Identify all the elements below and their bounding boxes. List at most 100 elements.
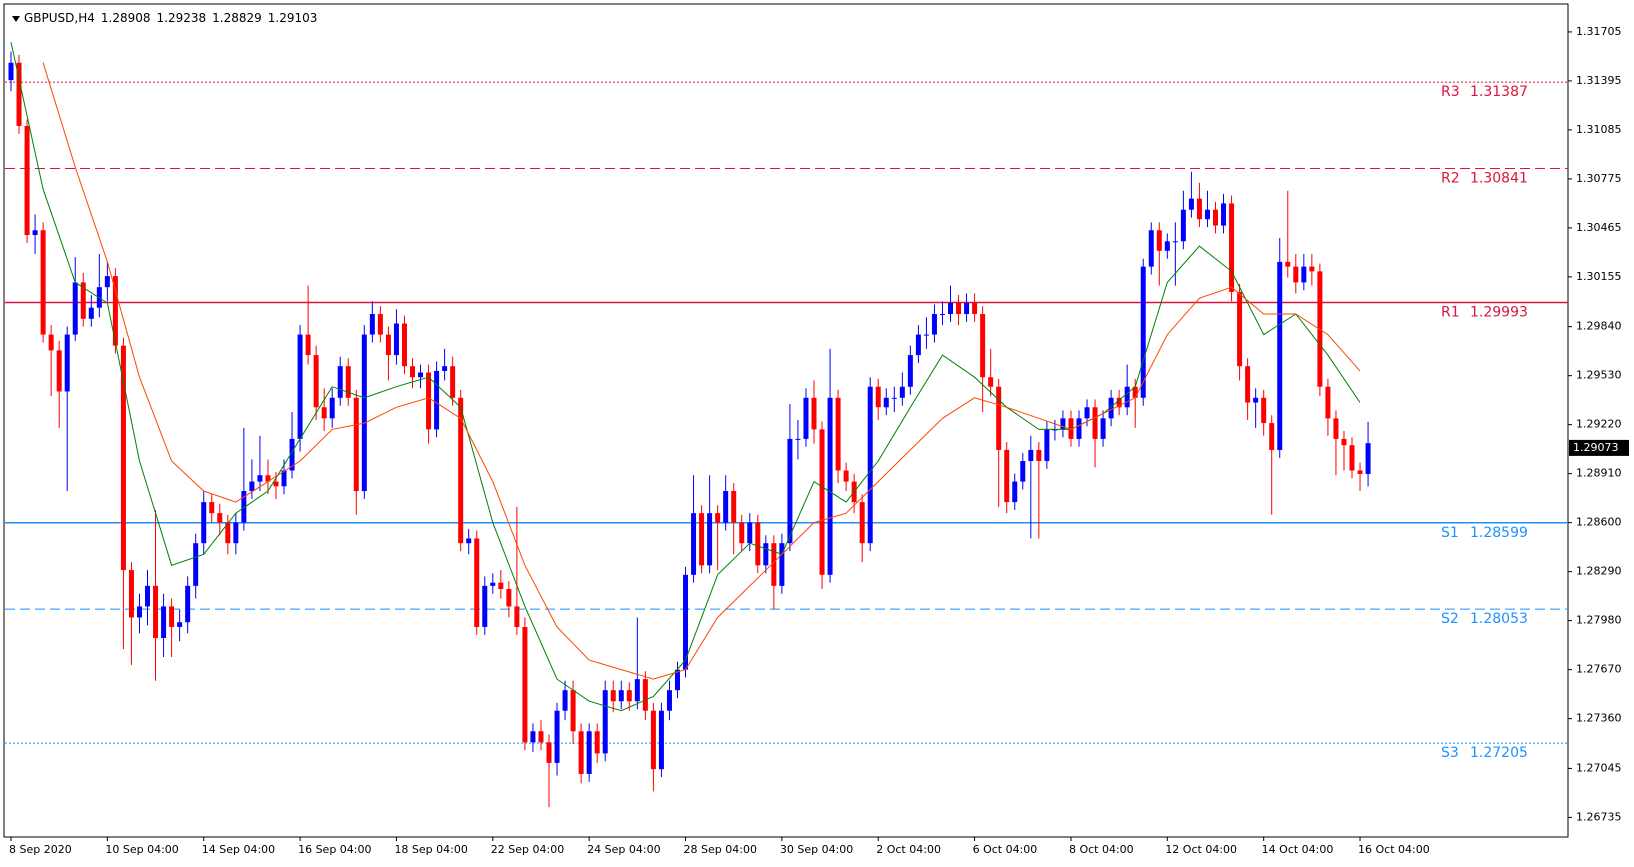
candle-body xyxy=(410,366,415,378)
candle-body xyxy=(835,397,841,471)
y-tick-label: 1.26735 xyxy=(1576,810,1622,823)
candle-body xyxy=(128,570,134,618)
candle-body xyxy=(1076,418,1082,439)
candle-body xyxy=(1293,266,1299,283)
candle-body xyxy=(257,475,263,482)
level-name: R3 xyxy=(1441,84,1460,100)
x-tick-label: 8 Sep 2020 xyxy=(9,843,72,856)
candle-body xyxy=(88,307,94,319)
candle-body xyxy=(1221,203,1227,226)
candle-body xyxy=(217,513,223,523)
candle-body xyxy=(1172,241,1178,243)
candle-body xyxy=(1277,261,1283,450)
candle-body xyxy=(1036,449,1042,462)
candle-body xyxy=(56,350,62,392)
level-name: S2 xyxy=(1441,611,1459,627)
ohlc-open: 1.28908 xyxy=(100,11,151,25)
level-value: 1.29993 xyxy=(1470,304,1528,320)
candle-body xyxy=(891,397,897,399)
candle-body xyxy=(1012,481,1018,503)
candle-body xyxy=(1269,423,1275,450)
candle-body xyxy=(1108,397,1114,419)
y-tick-label: 1.31705 xyxy=(1576,25,1622,38)
level-value: 1.28599 xyxy=(1470,525,1528,541)
candle-body xyxy=(691,513,697,575)
candle-body xyxy=(819,429,825,575)
symbol: GBPUSD,H4 xyxy=(24,11,95,25)
candle-body xyxy=(771,543,777,586)
candle-body xyxy=(177,622,183,627)
candle-body xyxy=(827,397,833,575)
moving-average xyxy=(42,62,1361,680)
candle-body xyxy=(466,538,472,544)
candle-body xyxy=(241,491,247,523)
candle-body xyxy=(337,366,343,398)
candle-body xyxy=(1301,266,1307,283)
candle-body xyxy=(980,314,986,378)
candle-body xyxy=(948,302,954,315)
candle-body xyxy=(1188,198,1194,210)
candle-body xyxy=(313,355,319,408)
candle-body xyxy=(1333,418,1339,439)
candle-body xyxy=(964,302,970,315)
x-tick-label: 14 Sep 04:00 xyxy=(202,843,275,856)
candle-body xyxy=(1156,230,1162,251)
candle-body xyxy=(1325,386,1331,419)
candle-body xyxy=(321,407,327,419)
candle-body xyxy=(931,314,937,335)
x-tick-label: 22 Sep 04:00 xyxy=(491,843,564,856)
candle-body xyxy=(626,690,632,702)
candle-body xyxy=(779,543,785,586)
y-tick-label: 1.30465 xyxy=(1576,221,1622,234)
candle-body xyxy=(16,62,22,126)
candle-body xyxy=(482,585,488,627)
candle-body xyxy=(377,314,383,335)
candle-body xyxy=(1084,407,1090,419)
candle-body xyxy=(1052,429,1058,431)
x-tick-label: 30 Sep 04:00 xyxy=(780,843,853,856)
level-value: 1.27205 xyxy=(1470,745,1528,761)
candle-body xyxy=(707,513,713,566)
candle-body xyxy=(442,366,448,371)
candle-body xyxy=(1180,209,1186,242)
candle-body xyxy=(939,314,945,316)
candle-body xyxy=(859,502,865,544)
candle-body xyxy=(401,323,407,367)
candle-body xyxy=(201,502,207,544)
candle-body xyxy=(458,397,464,544)
x-tick-label: 12 Oct 04:00 xyxy=(1165,843,1237,856)
candle-body xyxy=(731,491,737,523)
candle-body xyxy=(1028,449,1034,462)
ohlc-close: 1.29103 xyxy=(267,11,318,25)
candle-body xyxy=(522,626,528,743)
plot-border xyxy=(3,3,1569,838)
candle-body xyxy=(1132,386,1138,398)
candle-body xyxy=(1261,397,1267,424)
y-tick-label: 1.31395 xyxy=(1576,74,1622,87)
header: GBPUSD,H4 1.28908 1.29238 1.28829 1.2910… xyxy=(12,11,317,25)
candle-body xyxy=(650,710,656,770)
candle-body xyxy=(634,679,640,702)
candle-body xyxy=(1164,241,1170,251)
candle-body xyxy=(80,282,86,319)
candle-body xyxy=(803,397,809,439)
candle-body xyxy=(498,582,504,590)
candle-body xyxy=(193,543,199,586)
candle-body xyxy=(273,481,279,487)
candle-body xyxy=(811,397,817,430)
candle-body xyxy=(169,606,175,627)
candle-body xyxy=(1100,418,1106,439)
candle-body xyxy=(1245,366,1251,403)
level-value: 1.30841 xyxy=(1470,170,1528,186)
candle-body xyxy=(1237,291,1243,367)
candle-body xyxy=(1068,418,1074,439)
candle-body xyxy=(755,522,761,566)
level-value: 1.31387 xyxy=(1470,84,1528,100)
candle-body xyxy=(562,690,568,711)
candle-body xyxy=(674,669,680,691)
candle-body xyxy=(1204,209,1210,220)
candle-body xyxy=(875,386,881,408)
candle-body xyxy=(972,302,978,315)
candle-body xyxy=(474,538,480,627)
candle-body xyxy=(64,334,70,392)
